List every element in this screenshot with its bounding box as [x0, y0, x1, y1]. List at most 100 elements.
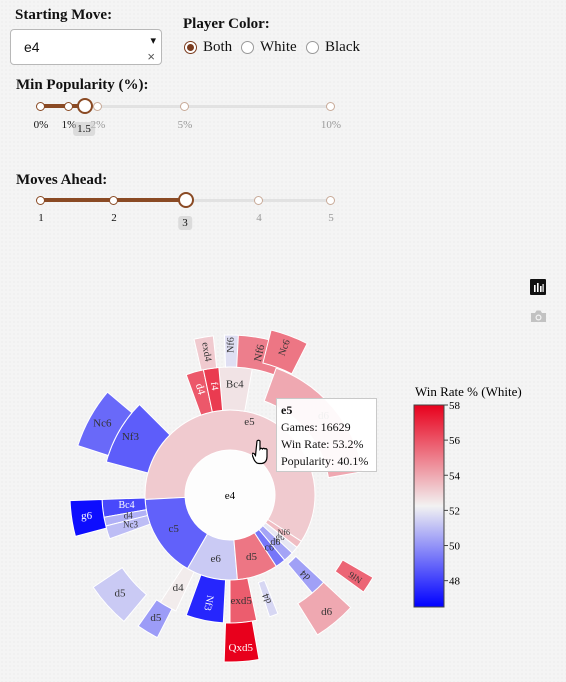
tooltip-games: Games: 16629 [281, 420, 351, 434]
sunburst-segment-d4[interactable] [257, 579, 279, 618]
segment-label: Nf3 [122, 431, 140, 443]
segment-label: Qxd5 [229, 642, 254, 654]
slider-track [38, 104, 85, 108]
colorbar-tick-label: 52 [449, 505, 460, 517]
segment-label: Nf6 [278, 528, 290, 537]
sunburst-segment-exd4[interactable] [193, 335, 218, 371]
sunburst-segment-d5[interactable] [137, 599, 173, 639]
colorbar-gradient [413, 404, 445, 608]
sunburst-segment-nc6[interactable] [262, 329, 308, 375]
segment-label: d5 [246, 551, 258, 563]
segment-label: Bc4 [119, 500, 135, 511]
segment-label: d6 [321, 606, 333, 618]
hand-cursor-icon [252, 439, 268, 465]
segment-label: d6 [270, 537, 280, 548]
segment-label: Bc4 [226, 379, 244, 391]
segment-label: Nc3 [123, 519, 138, 529]
radio-white-label: White [260, 39, 297, 55]
radio-black[interactable]: Black [306, 39, 360, 56]
starting-move-select[interactable]: e4 ▾ × [10, 29, 162, 65]
segment-label: d4 [193, 382, 208, 396]
slider-mark[interactable] [109, 196, 118, 205]
segment-label: c5 [169, 523, 180, 535]
slider-handle[interactable] [178, 192, 194, 208]
radio-selected-icon[interactable] [184, 41, 197, 54]
segment-label: exd5 [230, 595, 252, 607]
radio-both-label: Both [203, 39, 233, 55]
tick-label: 2 [111, 212, 117, 224]
slider-mark[interactable] [36, 196, 45, 205]
chevron-down-icon[interactable]: ▾ [150, 35, 156, 47]
sunburst-root[interactable] [185, 450, 275, 540]
segment-label: Nf6 [226, 337, 237, 353]
segment-label: f4 [208, 381, 220, 391]
tooltip-popularity: Popularity: 40.1% [281, 454, 369, 468]
colorbar-tick-label: 50 [449, 541, 461, 553]
sunburst-segment-g6[interactable] [69, 498, 107, 538]
slider-value-badge: 1.5 [73, 122, 95, 136]
slider-value-badge: 3 [178, 216, 192, 230]
sunburst-segment-qxd5[interactable] [223, 620, 260, 663]
segment-label: g6 [276, 532, 286, 542]
tick-label: 1% [61, 119, 77, 131]
slider-mark[interactable] [326, 196, 335, 205]
segment-label: Nc6 [93, 418, 112, 430]
radio-icon[interactable] [241, 41, 254, 54]
segment-label: d4 [261, 592, 275, 605]
sunburst-segment-nf6[interactable] [334, 559, 374, 593]
tick-label: 5% [177, 119, 193, 131]
radio-white[interactable]: White [241, 39, 297, 56]
sunburst-segment-e5[interactable] [144, 409, 316, 542]
segment-label: exd4 [199, 341, 213, 362]
colorbar: Win Rate % (White) 48 50 52 54 56 58 [413, 384, 522, 608]
radio-both[interactable]: Both [184, 39, 232, 56]
slider-mark[interactable] [64, 102, 73, 111]
min-popularity-slider[interactable] [36, 98, 335, 114]
min-popularity-label: Min Popularity (%): [16, 77, 149, 93]
sunburst-segment-nf6[interactable] [264, 518, 302, 549]
sunburst-segment-d5[interactable] [92, 567, 148, 623]
segment-label: d4 [173, 582, 185, 594]
sunburst-segment-nc3[interactable] [105, 514, 151, 540]
sunburst-segment-nc6[interactable] [77, 391, 133, 457]
radio-icon[interactable] [306, 41, 319, 54]
camera-icon[interactable] [530, 309, 547, 323]
colorbar-tick-label: 58 [449, 400, 461, 412]
sunburst-segment-nf6[interactable] [223, 334, 239, 368]
segment-label: Nf6 [252, 343, 267, 363]
tick-label: 10% [320, 119, 342, 131]
segment-label: Nf3 [201, 594, 215, 611]
segment-label: e5 [244, 416, 255, 428]
tooltip-move: e5 [281, 403, 293, 417]
starting-move-value: e4 [24, 39, 40, 55]
segment-label: g6 [81, 510, 93, 522]
sunburst-segment-nf3[interactable] [185, 574, 227, 624]
tooltip-win-rate: Win Rate: 53.2% [281, 437, 364, 451]
tick-label: 5 [328, 212, 334, 224]
segment-label: e6 [211, 553, 222, 565]
hover-tooltip: e5 Games: 16629 Win Rate: 53.2% Populari… [276, 398, 377, 472]
moves-ahead-slider[interactable] [36, 192, 335, 208]
tick-label: 4 [256, 212, 262, 224]
segment-label: d5 [150, 612, 162, 624]
tick-label: 1 [38, 212, 44, 224]
clear-icon[interactable]: × [147, 49, 155, 64]
segment-label: Nc6 [277, 338, 293, 357]
sunburst-segment-d6[interactable] [297, 581, 352, 636]
tick-label: 0% [33, 119, 49, 131]
starting-move-label: Starting Move: [15, 7, 113, 23]
bar-chart-icon[interactable] [530, 279, 546, 295]
slider-mark[interactable] [326, 102, 335, 111]
slider-mark[interactable] [93, 102, 102, 111]
slider-mark[interactable] [36, 102, 45, 111]
slider-mark[interactable] [180, 102, 189, 111]
player-color-label: Player Color: [183, 16, 270, 32]
colorbar-title: Win Rate % (White) [415, 384, 522, 399]
segment-label: d5 [115, 588, 127, 600]
colorbar-tick-label: 48 [449, 576, 461, 588]
segment-label: c6 [265, 542, 274, 553]
slider-handle[interactable] [77, 98, 93, 114]
slider-mark[interactable] [254, 196, 263, 205]
